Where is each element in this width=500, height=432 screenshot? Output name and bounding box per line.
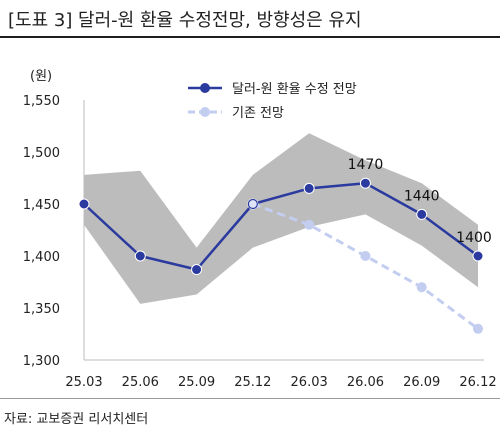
data-label: 1440 xyxy=(404,188,440,204)
y-tick-label: 1,350 xyxy=(23,302,60,317)
revised-forecast-point xyxy=(134,250,146,262)
x-tick-label: 26.03 xyxy=(291,375,328,390)
x-tick-label: 25.09 xyxy=(178,375,215,390)
x-tick-label: 26.09 xyxy=(403,375,440,390)
baseline-forecast-point xyxy=(304,219,315,230)
data-label: 1470 xyxy=(348,157,384,173)
legend-label-baseline: 기존 전망 xyxy=(232,106,284,121)
source-note: 자료: 교보증권 리서치센터 xyxy=(4,412,149,427)
line-chart: 1,300 1,350 1,400 1,450 1,500 1,550 (원) 25.03 25… xyxy=(23,69,497,390)
x-tick-label: 25.03 xyxy=(65,375,102,390)
y-tick-label: 1,450 xyxy=(23,198,60,213)
revised-forecast-point xyxy=(359,177,371,189)
revised-forecast-point xyxy=(191,264,203,276)
figure-title: [도표 3] 달러-원 환율 수정전망, 방향성은 유지 xyxy=(8,10,362,31)
baseline-forecast-point xyxy=(416,282,427,293)
forecast-range-band xyxy=(84,133,478,304)
revised-forecast-point xyxy=(472,250,484,262)
y-axis-unit-label: (원) xyxy=(30,69,52,84)
legend-marker-revised xyxy=(200,83,210,93)
revised-forecast-point xyxy=(303,182,315,194)
shared-start-point xyxy=(247,198,258,210)
x-tick-label: 26.12 xyxy=(459,375,496,390)
baseline-forecast-point xyxy=(473,323,483,334)
bottom-rule xyxy=(0,398,500,399)
baseline-forecast-point xyxy=(360,251,371,261)
y-tick-label: 1,550 xyxy=(23,94,60,109)
x-tick-label: 26.06 xyxy=(347,375,384,390)
y-tick-label: 1,500 xyxy=(23,146,60,161)
x-tick-label: 25.06 xyxy=(122,375,159,390)
revised-forecast-line xyxy=(83,181,479,271)
legend-label-revised: 달러-원 환율 수정 전망 xyxy=(232,82,357,97)
revised-forecast-point xyxy=(78,198,90,210)
y-tick-label: 1,300 xyxy=(23,354,60,369)
y-tick-label: 1,400 xyxy=(23,250,60,265)
revised-forecast-point xyxy=(416,208,428,220)
x-tick-label: 25.12 xyxy=(234,375,271,390)
title-rule xyxy=(0,36,500,38)
data-label: 1400 xyxy=(456,230,492,246)
legend-marker-baseline xyxy=(200,107,210,117)
